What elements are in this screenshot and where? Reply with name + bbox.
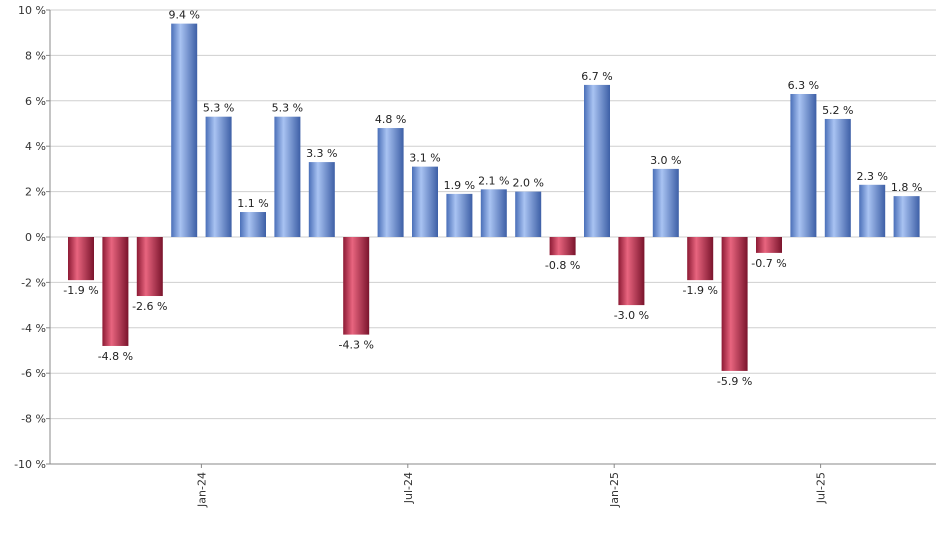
bar-value-label: 2.3 %	[856, 170, 887, 183]
bar-positive	[480, 189, 507, 237]
bar-negative	[687, 237, 714, 281]
bar-positive	[446, 193, 473, 237]
bar-value-label: 5.2 %	[822, 104, 853, 117]
y-tick-label: -6 %	[21, 367, 46, 380]
axes: -10 % -8 % -6 % -4 % -2 % 0 % 2 % 4 % 6 % 8 % 10 %…	[14, 4, 936, 508]
bar-negative	[549, 237, 576, 256]
bar-value-label: 2.1 %	[478, 174, 509, 187]
bar-negative	[102, 237, 129, 346]
y-tick-label: 10 %	[18, 4, 46, 17]
y-tick-label: -10 %	[14, 458, 46, 471]
bar-positive	[790, 93, 817, 238]
bar-positive	[274, 116, 301, 237]
bar-value-label: 3.3 %	[306, 147, 337, 160]
y-tick-label: -4 %	[21, 322, 46, 335]
bar-value-label: -1.9 %	[63, 284, 98, 297]
bars	[68, 23, 920, 371]
bar-positive	[240, 212, 266, 237]
bar-value-label: 3.0 %	[650, 154, 681, 167]
y-tick-label: 8 %	[25, 49, 46, 62]
bar-positive	[412, 166, 438, 237]
bar-positive	[515, 191, 542, 237]
x-tick-label: Jul-25	[815, 472, 828, 504]
bar-positive	[652, 168, 679, 237]
data-labels: -1.9 % -4.8 % -2.6 % 9.4 % 5.3 % 1.1 % 5.3 % 3.…	[63, 9, 922, 388]
bar-value-label: -4.3 %	[338, 339, 373, 352]
bar-positive	[893, 196, 920, 237]
bar-value-label: 4.8 %	[375, 113, 406, 126]
bar-value-label: 3.1 %	[409, 152, 440, 165]
bar-positive	[859, 184, 886, 237]
bar-value-label: 6.7 %	[581, 70, 612, 83]
y-tick-label: 0 %	[25, 231, 46, 244]
y-tick-label: 2 %	[25, 186, 46, 199]
bar-negative	[343, 237, 370, 335]
bar-positive	[377, 128, 404, 237]
bar-value-label: -5.9 %	[717, 375, 752, 388]
bar-value-label: -3.0 %	[614, 309, 649, 322]
bar-value-label: 2.0 %	[512, 177, 543, 190]
bar-value-label: -1.9 %	[682, 284, 717, 297]
bar-positive	[308, 162, 335, 237]
bar-positive	[584, 84, 610, 237]
bar-value-label: 6.3 %	[788, 79, 819, 92]
y-tick-label: 4 %	[25, 140, 46, 153]
y-tick-label: -2 %	[21, 276, 46, 289]
bar-value-label: 1.9 %	[444, 179, 475, 192]
x-tick-label: Jan-25	[608, 472, 621, 508]
bar-negative	[618, 237, 645, 306]
bar-negative	[721, 237, 748, 371]
bar-negative	[136, 237, 163, 297]
bar-value-label: 5.3 %	[203, 102, 234, 115]
y-tick-label: -8 %	[21, 413, 46, 426]
bar-value-label: -0.7 %	[751, 257, 786, 270]
bar-positive	[205, 116, 232, 237]
bar-value-label: 9.4 %	[168, 9, 199, 22]
bar-positive	[171, 23, 198, 238]
bar-negative	[756, 237, 782, 253]
bar-value-label: 1.1 %	[237, 197, 268, 210]
y-tick-label: 6 %	[25, 95, 46, 108]
bar-value-label: -0.8 %	[545, 259, 580, 272]
bar-value-label: -2.6 %	[132, 300, 167, 313]
x-tick-label: Jan-24	[195, 472, 208, 508]
bar-value-label: -4.8 %	[98, 350, 133, 363]
bar-negative	[68, 237, 94, 281]
x-tick-label: Jul-24	[402, 472, 415, 504]
bar-value-label: 5.3 %	[272, 102, 303, 115]
bar-positive	[824, 118, 851, 237]
bar-value-label: 1.8 %	[891, 181, 922, 194]
